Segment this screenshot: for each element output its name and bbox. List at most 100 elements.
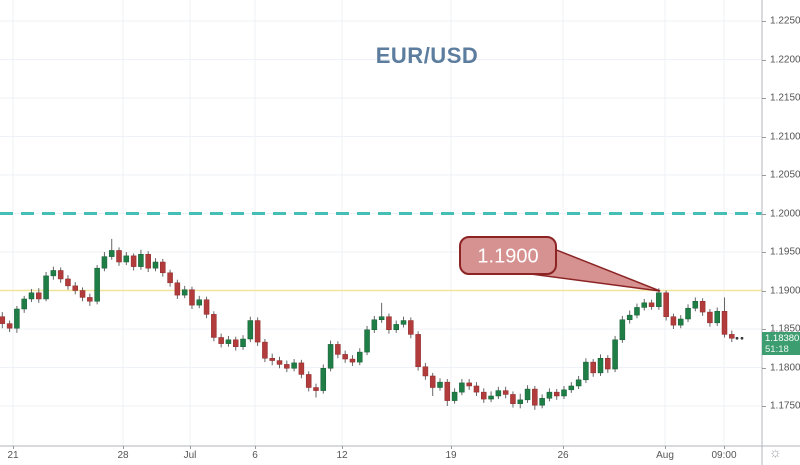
candle bbox=[174, 282, 181, 296]
time-axis-tick bbox=[451, 446, 452, 449]
candle bbox=[87, 297, 93, 302]
candle bbox=[211, 314, 217, 338]
candle bbox=[276, 360, 283, 365]
candle bbox=[597, 358, 604, 374]
candle bbox=[510, 394, 516, 404]
price-axis-tick bbox=[762, 98, 766, 99]
candle bbox=[313, 387, 319, 391]
candle bbox=[116, 250, 122, 263]
candle bbox=[677, 318, 684, 326]
candle bbox=[349, 358, 356, 363]
time-axis-label: 12 bbox=[336, 450, 348, 461]
candle bbox=[36, 292, 42, 300]
time-axis-label: 26 bbox=[557, 450, 569, 461]
price-axis-tick bbox=[762, 175, 766, 176]
candle bbox=[189, 289, 195, 306]
candle bbox=[605, 358, 611, 370]
candle bbox=[72, 285, 78, 291]
price-axis-label: 1.19500 bbox=[770, 246, 800, 258]
candle bbox=[429, 375, 436, 388]
candle bbox=[130, 255, 137, 267]
candle bbox=[707, 311, 713, 324]
candle bbox=[108, 250, 115, 257]
time-axis-tick bbox=[665, 446, 666, 449]
candle bbox=[721, 311, 728, 335]
last-price-value: 1.18380 bbox=[765, 333, 800, 345]
candle bbox=[123, 255, 130, 263]
time-axis-label: Aug bbox=[656, 450, 674, 461]
candle bbox=[291, 362, 297, 369]
candle bbox=[50, 270, 57, 277]
candle bbox=[364, 329, 370, 353]
price-callout[interactable] bbox=[459, 236, 557, 275]
candle bbox=[240, 338, 246, 347]
candle bbox=[422, 366, 429, 377]
candle bbox=[65, 278, 71, 287]
candle bbox=[0, 316, 6, 324]
candle bbox=[634, 307, 640, 316]
time-axis-label: 09:00 bbox=[711, 450, 737, 461]
time-axis-label: 19 bbox=[445, 450, 457, 461]
candle bbox=[400, 320, 407, 325]
candle bbox=[685, 307, 691, 320]
candle bbox=[94, 267, 100, 302]
candle bbox=[327, 344, 334, 369]
candle bbox=[641, 302, 648, 308]
candle bbox=[371, 319, 378, 331]
price-axis-label: 1.22000 bbox=[770, 54, 800, 65]
candle bbox=[670, 316, 677, 326]
candle bbox=[692, 301, 699, 309]
price-axis[interactable]: 1.22500 1.22000 1.21500 1.21000 1.20500 1.200… bbox=[762, 0, 800, 446]
candle bbox=[138, 254, 144, 267]
candle bbox=[466, 382, 472, 387]
candle bbox=[254, 320, 261, 343]
candle bbox=[459, 382, 465, 393]
candle bbox=[532, 388, 538, 406]
time-axis-tick bbox=[123, 446, 124, 449]
candle bbox=[43, 275, 49, 300]
time-axis-label: 6 bbox=[252, 450, 258, 461]
candle bbox=[568, 385, 575, 391]
candle bbox=[320, 368, 327, 391]
candle bbox=[28, 292, 35, 300]
price-axis-tick bbox=[762, 136, 766, 138]
candle bbox=[553, 391, 560, 397]
time-axis-tick bbox=[724, 446, 725, 449]
candle bbox=[451, 391, 458, 401]
candle bbox=[502, 390, 509, 395]
candle bbox=[473, 385, 480, 393]
time-axis-tick bbox=[342, 446, 343, 449]
candle bbox=[284, 364, 290, 369]
candle bbox=[79, 290, 86, 298]
candle bbox=[444, 381, 451, 401]
price-axis-tick bbox=[762, 59, 766, 61]
candle bbox=[21, 298, 27, 310]
candle bbox=[575, 379, 582, 387]
price-axis-label: 1.21500 bbox=[770, 92, 800, 104]
candle bbox=[232, 339, 239, 347]
candle bbox=[101, 256, 108, 269]
time-axis-tick bbox=[190, 446, 191, 449]
price-axis-label: 1.18500 bbox=[770, 323, 800, 335]
price-axis-tick bbox=[762, 21, 766, 22]
price-axis-tick bbox=[762, 406, 766, 407]
price-callout-label: 1.1900 bbox=[477, 246, 538, 268]
candle bbox=[415, 334, 421, 367]
time-axis-tick bbox=[13, 446, 14, 449]
candle bbox=[181, 289, 188, 296]
time-axis-label: 28 bbox=[117, 450, 129, 461]
candle bbox=[517, 399, 523, 404]
bar-countdown: 51:18 bbox=[765, 344, 789, 356]
last-price-dot bbox=[740, 336, 744, 340]
candle bbox=[167, 272, 173, 284]
candle bbox=[203, 299, 210, 315]
sun-icon[interactable]: ☼ bbox=[769, 444, 782, 460]
candle bbox=[386, 316, 392, 331]
time-axis-label: Jul bbox=[183, 450, 197, 461]
time-axis[interactable]: 21 28 Jul 6 12 19 26 Aug 09:00 bbox=[0, 446, 762, 465]
candle bbox=[342, 354, 348, 360]
candle bbox=[663, 292, 669, 317]
price-axis-tick bbox=[762, 290, 766, 292]
